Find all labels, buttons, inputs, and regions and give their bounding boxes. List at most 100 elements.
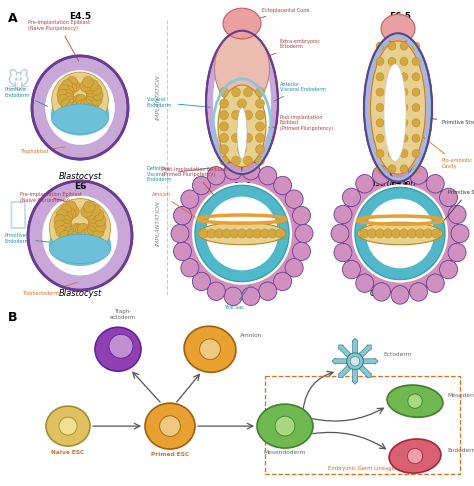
Ellipse shape xyxy=(45,70,115,145)
Circle shape xyxy=(62,80,73,91)
Circle shape xyxy=(400,119,408,127)
Text: Primitive Streak: Primitive Streak xyxy=(429,118,474,125)
Text: E14: E14 xyxy=(391,182,410,191)
Circle shape xyxy=(219,99,228,108)
Text: Post-Implantation Epiblast
(Primed Pluripotency): Post-Implantation Epiblast (Primed Pluri… xyxy=(162,167,240,226)
Circle shape xyxy=(87,223,99,235)
Circle shape xyxy=(181,190,199,208)
Text: IMPLANTATION: IMPLANTATION xyxy=(155,200,161,246)
Circle shape xyxy=(75,224,87,236)
Circle shape xyxy=(400,150,408,157)
FancyArrow shape xyxy=(332,358,355,364)
Circle shape xyxy=(376,57,384,66)
Ellipse shape xyxy=(387,385,443,417)
Ellipse shape xyxy=(184,326,236,372)
Text: Naive ESC: Naive ESC xyxy=(51,450,85,455)
Circle shape xyxy=(342,260,360,279)
Circle shape xyxy=(407,449,423,464)
Circle shape xyxy=(73,100,83,111)
Circle shape xyxy=(86,93,97,104)
Circle shape xyxy=(342,188,360,207)
Circle shape xyxy=(376,73,384,81)
Text: Primitive
Endoderm: Primitive Endoderm xyxy=(5,233,51,244)
Circle shape xyxy=(61,211,73,223)
Circle shape xyxy=(80,81,91,92)
Circle shape xyxy=(91,94,102,105)
Ellipse shape xyxy=(28,181,132,290)
Circle shape xyxy=(331,224,349,243)
Circle shape xyxy=(237,122,246,131)
Circle shape xyxy=(268,229,277,238)
Text: E6: E6 xyxy=(74,182,86,191)
Circle shape xyxy=(355,188,445,279)
Ellipse shape xyxy=(257,404,313,448)
Circle shape xyxy=(63,89,73,101)
Circle shape xyxy=(285,259,303,277)
Ellipse shape xyxy=(52,72,109,129)
Text: Ectoplacental Cone: Ectoplacental Cone xyxy=(245,8,310,23)
Circle shape xyxy=(426,174,444,193)
Circle shape xyxy=(65,96,76,107)
Circle shape xyxy=(412,73,420,81)
Circle shape xyxy=(408,394,422,408)
Circle shape xyxy=(376,165,384,173)
Circle shape xyxy=(400,104,408,112)
Circle shape xyxy=(94,220,106,232)
Ellipse shape xyxy=(52,104,109,134)
Text: IMPLANTATION: IMPLANTATION xyxy=(155,74,161,120)
FancyArrow shape xyxy=(338,360,357,378)
Circle shape xyxy=(253,229,262,238)
Text: Pre-implantation Epiblast
(Naive Pluripotency): Pre-implantation Epiblast (Naive Pluripo… xyxy=(20,192,82,204)
Circle shape xyxy=(207,229,216,238)
Circle shape xyxy=(388,57,396,66)
Circle shape xyxy=(59,417,77,435)
Circle shape xyxy=(412,57,420,66)
Circle shape xyxy=(260,229,269,238)
Circle shape xyxy=(61,99,72,110)
Circle shape xyxy=(83,83,94,94)
Ellipse shape xyxy=(145,403,195,449)
Circle shape xyxy=(64,226,75,239)
Circle shape xyxy=(400,165,408,173)
Circle shape xyxy=(231,110,240,120)
Circle shape xyxy=(237,145,246,154)
Circle shape xyxy=(84,208,96,220)
Circle shape xyxy=(65,102,76,114)
Circle shape xyxy=(376,134,384,142)
Circle shape xyxy=(408,229,417,238)
Circle shape xyxy=(237,229,246,238)
Circle shape xyxy=(352,184,448,283)
Circle shape xyxy=(84,96,95,107)
Circle shape xyxy=(285,190,303,208)
Text: Blastocyst: Blastocyst xyxy=(58,289,101,298)
Text: Anterior
Visceral Endoderm: Anterior Visceral Endoderm xyxy=(273,82,326,101)
Circle shape xyxy=(61,223,73,235)
Ellipse shape xyxy=(49,224,111,266)
Circle shape xyxy=(376,119,384,127)
Circle shape xyxy=(60,219,72,231)
Circle shape xyxy=(410,283,428,301)
Circle shape xyxy=(60,230,71,242)
Circle shape xyxy=(56,226,67,238)
Circle shape xyxy=(54,214,65,226)
Circle shape xyxy=(255,110,264,120)
Circle shape xyxy=(259,282,277,300)
Circle shape xyxy=(275,416,295,436)
Circle shape xyxy=(63,93,74,104)
Ellipse shape xyxy=(384,64,406,161)
Circle shape xyxy=(58,94,69,105)
Ellipse shape xyxy=(42,195,118,276)
FancyArrow shape xyxy=(352,338,358,361)
Text: Trophoblast: Trophoblast xyxy=(20,147,65,154)
Circle shape xyxy=(231,87,240,97)
Circle shape xyxy=(273,272,292,291)
Circle shape xyxy=(219,145,228,154)
Text: Amnion: Amnion xyxy=(240,333,262,338)
Circle shape xyxy=(439,188,457,207)
Circle shape xyxy=(192,272,210,291)
Text: Yolk Sac: Yolk Sac xyxy=(224,285,250,310)
Circle shape xyxy=(72,104,82,115)
Circle shape xyxy=(82,76,93,88)
Circle shape xyxy=(54,220,65,232)
Circle shape xyxy=(182,172,302,295)
